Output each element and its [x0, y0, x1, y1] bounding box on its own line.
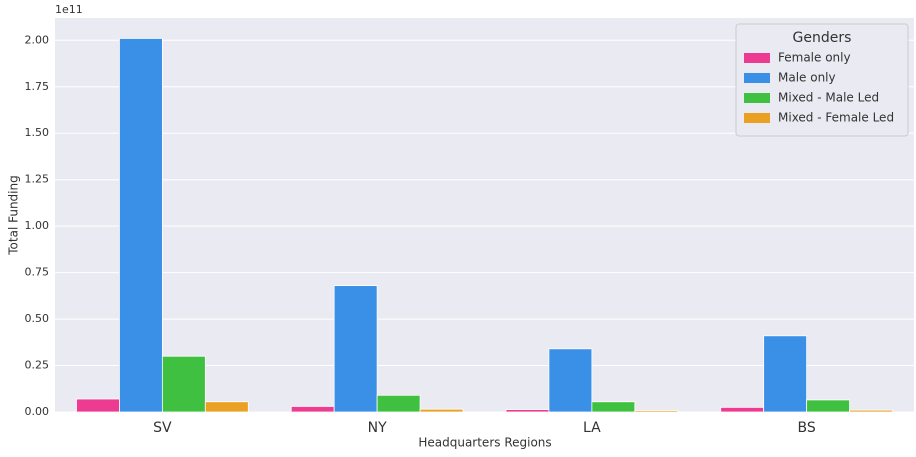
legend-label: Male only — [778, 71, 836, 85]
y-tick-label: 1.50 — [25, 126, 50, 139]
bar — [376, 394, 421, 413]
bar — [290, 406, 335, 413]
bar — [634, 410, 679, 413]
legend-title: Genders — [793, 30, 852, 46]
legend-swatch — [744, 113, 770, 123]
legend-swatch — [744, 93, 770, 103]
y-tick-label: 1.75 — [25, 80, 50, 93]
y-tick-label: 0.00 — [25, 405, 50, 418]
bar — [161, 355, 206, 413]
bar — [76, 398, 120, 413]
x-axis-label: Headquarters Regions — [418, 436, 551, 450]
bar — [720, 406, 765, 413]
bar — [505, 409, 550, 413]
bar — [591, 401, 636, 413]
y-tick-label: 1.00 — [25, 219, 50, 232]
bar — [419, 408, 464, 413]
y-tick-label: 0.75 — [25, 266, 50, 279]
bar — [333, 285, 378, 413]
bar — [806, 399, 850, 413]
bar — [119, 38, 163, 413]
x-tick-label: SV — [153, 420, 172, 436]
y-tick-label: 0.25 — [25, 359, 50, 372]
y-tick-label: 1.25 — [25, 173, 50, 186]
legend-box — [735, 23, 909, 137]
bar — [204, 401, 249, 413]
legend-label: Mixed - Female Led — [778, 111, 894, 125]
y-axis-label: Total Funding — [7, 175, 21, 255]
bar — [849, 409, 893, 413]
x-tick-label: BS — [798, 420, 816, 436]
bar — [763, 335, 808, 413]
y-tick-label: 2.00 — [25, 33, 50, 46]
legend-swatch — [744, 53, 770, 63]
x-tick-label: LA — [583, 420, 601, 436]
bar — [548, 348, 593, 413]
legend-swatch — [744, 73, 770, 83]
x-tick-label: NY — [368, 420, 387, 436]
y-tick-label: 0.50 — [25, 312, 50, 325]
legend-label: Female only — [778, 51, 851, 65]
legend-label: Mixed - Male Led — [778, 91, 879, 105]
offset-label: 1e11 — [55, 3, 83, 16]
